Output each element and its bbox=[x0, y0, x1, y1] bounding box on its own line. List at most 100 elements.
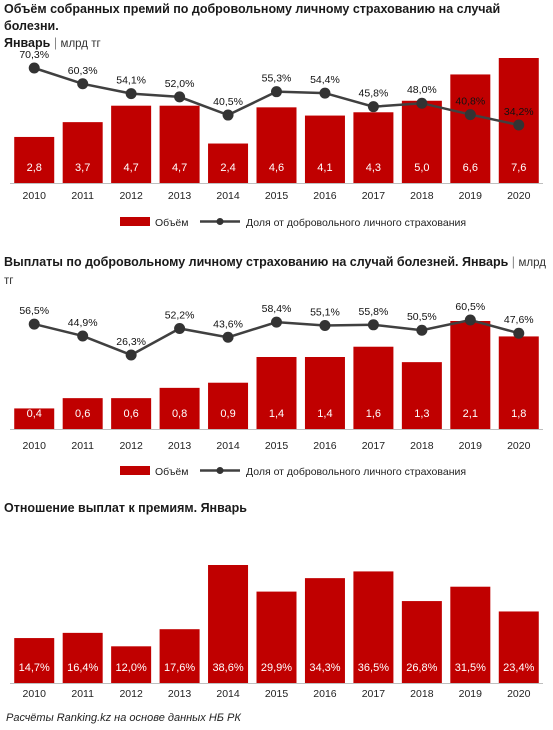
bar-2017 bbox=[353, 112, 394, 183]
bar-label-2015: 4,6 bbox=[269, 162, 284, 174]
bar-2010 bbox=[14, 638, 55, 683]
share-point-2010 bbox=[28, 318, 40, 330]
share-point-2012 bbox=[125, 88, 137, 100]
legend-bar-label: Объём bbox=[155, 217, 188, 229]
share-point-2016 bbox=[319, 87, 331, 99]
chart-3-ratio: 14,7% 16,4% 12,0% 17,6% 38,6% 29,9% 34,3% 36,5%… bbox=[10, 565, 543, 700]
bar-2020 bbox=[498, 336, 539, 429]
bar-2011 bbox=[62, 632, 103, 683]
x-tick-2013: 2013 bbox=[168, 440, 192, 452]
x-tick-2016: 2016 bbox=[313, 688, 337, 700]
x-tick-2015: 2015 bbox=[265, 688, 289, 700]
share-point-2013 bbox=[174, 322, 186, 334]
chart-3-title-text: Отношение выплат к премиям. Январь bbox=[4, 501, 247, 515]
share-point-2015 bbox=[271, 316, 282, 328]
legend-bar-label: Объём bbox=[155, 466, 188, 478]
bar-label-2020: 1,8 bbox=[511, 408, 526, 420]
bar-label-2012: 0,6 bbox=[123, 408, 138, 420]
bar-2018 bbox=[401, 362, 442, 429]
share-label-2010: 56,5% bbox=[19, 305, 49, 317]
share-label-2020: 47,6% bbox=[504, 314, 534, 326]
share-label-2018: 50,5% bbox=[407, 311, 437, 323]
bar-2013 bbox=[159, 387, 200, 429]
bar-2010 bbox=[14, 408, 55, 429]
bar-2019 bbox=[450, 74, 491, 183]
bar-2019 bbox=[450, 586, 491, 683]
bar-2018 bbox=[401, 100, 442, 183]
share-point-2013 bbox=[174, 91, 186, 103]
x-tick-2019: 2019 bbox=[459, 688, 483, 700]
bar-2012 bbox=[111, 398, 152, 429]
x-tick-2017: 2017 bbox=[362, 190, 386, 202]
bar-2017 bbox=[353, 571, 394, 683]
bar-label-2019: 6,6 bbox=[463, 162, 478, 174]
bar-2016 bbox=[304, 115, 345, 183]
bar-label-2014: 2,4 bbox=[220, 162, 235, 174]
share-point-2014 bbox=[222, 331, 234, 343]
bar-2015 bbox=[256, 591, 297, 683]
chart-3-title: Отношение выплат к премиям. Январь bbox=[4, 500, 247, 517]
x-tick-2012: 2012 bbox=[119, 688, 143, 700]
bar-label-2019: 31,5% bbox=[455, 662, 486, 674]
chart-2-unit: млрд тг bbox=[4, 257, 546, 287]
share-point-2017 bbox=[367, 101, 379, 113]
x-tick-2019: 2019 bbox=[459, 440, 483, 452]
share-label-2014: 40,5% bbox=[213, 96, 243, 108]
share-point-2011 bbox=[77, 330, 89, 342]
x-tick-2016: 2016 bbox=[313, 190, 337, 202]
bar-2011 bbox=[62, 122, 103, 183]
bar-label-2010: 14,7% bbox=[19, 662, 50, 674]
legend-line-label: Доля от добровольного личного страховани… bbox=[246, 217, 466, 229]
share-point-2016 bbox=[319, 320, 331, 332]
share-label-2014: 43,6% bbox=[213, 318, 243, 330]
share-point-2018 bbox=[416, 324, 428, 336]
x-tick-2015: 2015 bbox=[265, 440, 289, 452]
legend-line-marker bbox=[216, 467, 224, 474]
bar-label-2010: 0,4 bbox=[27, 408, 42, 420]
share-label-2018: 48,0% bbox=[407, 84, 437, 96]
bar-2018 bbox=[401, 601, 442, 683]
share-label-2012: 54,1% bbox=[116, 75, 146, 87]
legend-line-marker bbox=[216, 218, 224, 225]
share-label-2020: 34,2% bbox=[504, 106, 534, 118]
bar-2016 bbox=[304, 357, 345, 429]
chart-1-title-line2: Январь | млрд тг bbox=[4, 36, 101, 50]
share-label-2011: 44,9% bbox=[68, 317, 98, 329]
share-point-2018 bbox=[416, 97, 428, 109]
x-tick-2016: 2016 bbox=[313, 440, 337, 452]
bar-label-2019: 2,1 bbox=[463, 408, 478, 420]
x-tick-2020: 2020 bbox=[507, 190, 531, 202]
x-tick-2011: 2011 bbox=[71, 688, 94, 700]
x-tick-2011: 2011 bbox=[71, 190, 94, 202]
bar-label-2011: 3,7 bbox=[75, 162, 90, 174]
x-tick-2017: 2017 bbox=[362, 440, 386, 452]
legend-bar-swatch bbox=[120, 466, 150, 475]
share-label-2012: 26,3% bbox=[116, 336, 146, 348]
x-tick-2015: 2015 bbox=[265, 190, 289, 202]
bar-label-2020: 7,6 bbox=[511, 162, 526, 174]
bar-label-2018: 26,8% bbox=[406, 662, 437, 674]
bar-2014 bbox=[208, 382, 249, 429]
bar-label-2011: 16,4% bbox=[67, 662, 98, 674]
bar-2015 bbox=[256, 357, 297, 429]
bar-label-2018: 5,0 bbox=[414, 162, 429, 174]
bar-2014 bbox=[208, 565, 249, 683]
share-label-2011: 60,3% bbox=[68, 65, 98, 77]
share-label-2017: 55,8% bbox=[359, 306, 389, 318]
source-footer: Расчёты Ranking.kz на основе данных НБ Р… bbox=[6, 712, 241, 724]
chart-1-unit: млрд тг bbox=[60, 38, 101, 50]
bar-label-2017: 4,3 bbox=[366, 162, 381, 174]
bar-2020 bbox=[498, 611, 539, 683]
bar-label-2015: 1,4 bbox=[269, 408, 284, 420]
share-point-2015 bbox=[271, 86, 282, 98]
x-tick-2018: 2018 bbox=[410, 190, 434, 202]
bar-2013 bbox=[159, 105, 200, 183]
share-label-2016: 54,4% bbox=[310, 74, 340, 86]
bar-label-2016: 1,4 bbox=[317, 408, 332, 420]
x-tick-2014: 2014 bbox=[216, 440, 240, 452]
share-point-2020 bbox=[513, 327, 525, 339]
share-label-2015: 55,3% bbox=[262, 73, 292, 85]
bar-label-2018: 1,3 bbox=[414, 408, 429, 420]
share-point-2020 bbox=[513, 119, 525, 131]
bar-2011 bbox=[62, 398, 103, 429]
